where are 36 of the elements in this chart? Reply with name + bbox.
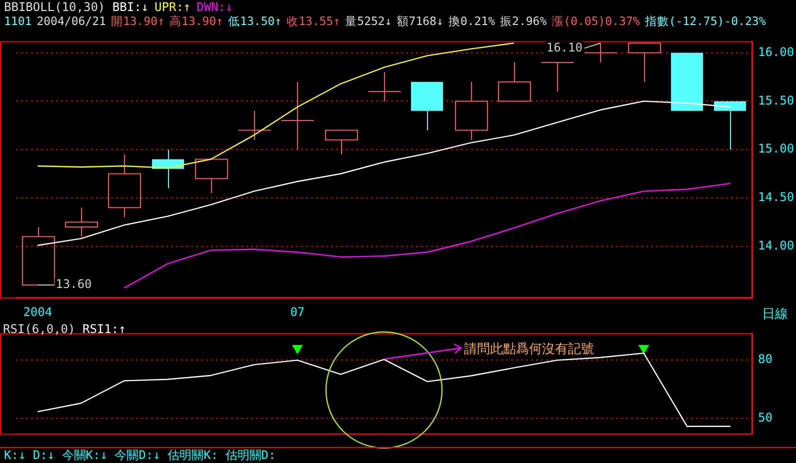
candlestick xyxy=(411,82,443,131)
x-tick-label: 2004 xyxy=(23,304,52,319)
candlestick xyxy=(22,226,55,286)
text: RSI1:↑ xyxy=(82,322,126,336)
y-tick-label: 50 xyxy=(758,410,772,425)
annotation: 16.10 xyxy=(546,40,582,54)
candlestick xyxy=(584,42,618,63)
annotation: 請問此點爲何沒有記號 xyxy=(464,341,594,358)
candlestick xyxy=(498,62,531,102)
candlestick xyxy=(325,130,358,155)
candlestick xyxy=(65,207,98,238)
text: UPR:↑ xyxy=(154,0,191,14)
text: BBI:↓ xyxy=(112,0,149,14)
y-tick-label: 14.50 xyxy=(758,190,794,204)
candlestick xyxy=(455,81,488,140)
chart-title: RSI(6,0,0) xyxy=(3,322,76,336)
x-tick-label: 07 xyxy=(290,304,305,319)
candlestick xyxy=(238,110,272,140)
annotation: 13.60 xyxy=(56,277,92,292)
candlestick xyxy=(280,81,314,150)
candlestick xyxy=(540,62,574,92)
y-tick-label: 16.00 xyxy=(758,44,794,59)
chart-title: BBIBOLL(10,30) xyxy=(4,0,106,14)
text: 1101 2004/06/21 開13.90↑ 高13.90↑ 低13.50↑ 收13.55↑ 量5252↓ 額7168↓ 換0.21% 振2.96% 漲(0.05)0.37% 指數(-12.75)-0.23% xyxy=(4,14,766,28)
text: DWN:↓ xyxy=(196,0,233,14)
y-tick-label: 14.00 xyxy=(758,238,794,252)
candlestick xyxy=(108,154,141,218)
candlestick xyxy=(195,158,228,194)
x-axis-title: 日線 xyxy=(762,305,788,323)
candlestick xyxy=(368,72,402,102)
candlestick xyxy=(628,42,661,82)
candlestick xyxy=(714,101,746,150)
y-tick-label: 80 xyxy=(758,352,772,366)
text: K:↓ D:↓ 今關K:↓ 今關D:↓ 估明關K: 估明關D: xyxy=(4,448,276,462)
y-tick-label: 15.50 xyxy=(758,93,794,108)
y-tick-label: 15.00 xyxy=(758,142,794,156)
